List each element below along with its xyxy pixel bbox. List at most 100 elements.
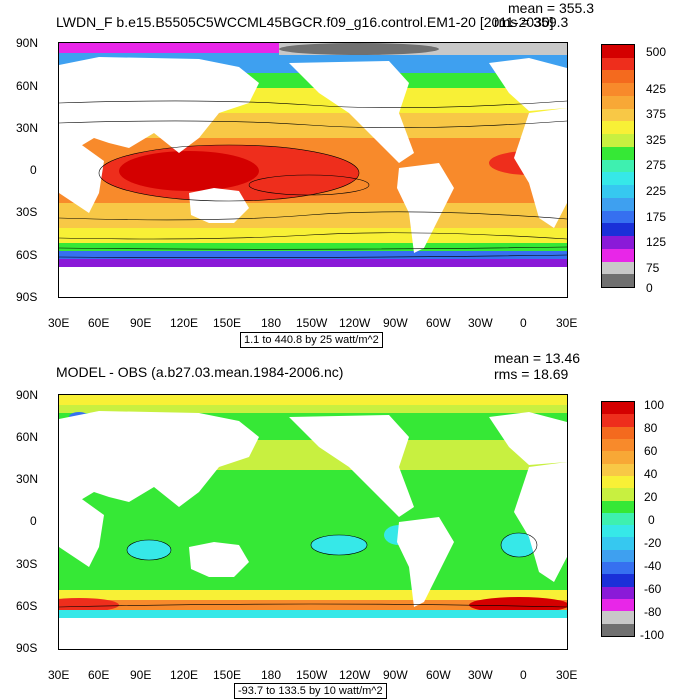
lat-label-30n-b: 30N xyxy=(16,472,39,486)
bottom-colorbar-cell xyxy=(602,537,634,551)
bottom-colorbar xyxy=(601,401,635,637)
bottom-title: MODEL - OBS (a.b27.03.mean.1984-2006.nc) xyxy=(56,364,344,380)
top-australia xyxy=(189,188,249,223)
top-colorbar-cell xyxy=(602,172,634,186)
top-cb-label-425: 425 xyxy=(646,82,667,96)
bottom-s-band-warm xyxy=(59,600,567,612)
lat-label-90n-b: 90N xyxy=(16,388,39,402)
lon-label-0-b: 0 xyxy=(520,668,527,682)
top-cb-label-325: 325 xyxy=(646,133,667,147)
top-cb-label-75: 75 xyxy=(646,261,660,275)
bottom-cool-pac xyxy=(311,535,367,555)
top-colorbar-cell xyxy=(602,134,634,148)
bottom-colorbar-cell xyxy=(602,512,634,526)
lat-label-60s: 60S xyxy=(16,248,38,262)
bottom-cb-label-0: 0 xyxy=(648,513,655,527)
lon-label-90w: 90W xyxy=(383,316,408,330)
bottom-cool-atl xyxy=(501,533,537,557)
top-colorbar-cell xyxy=(602,108,634,122)
bottom-contours xyxy=(59,532,567,608)
bottom-cb-label-40: 40 xyxy=(644,467,658,481)
bottom-arctic-band2 xyxy=(59,405,567,413)
lat-label-90s-b: 90S xyxy=(16,641,38,655)
bottom-colorbar-cell xyxy=(602,414,634,428)
bottom-cb-label-100: 100 xyxy=(644,398,665,412)
lat-label-60n: 60N xyxy=(16,79,39,93)
bottom-s-hot-east xyxy=(469,597,567,613)
top-cb-label-0: 0 xyxy=(646,281,653,295)
bottom-colorbar-cell xyxy=(602,500,634,514)
bottom-africa-west xyxy=(59,497,104,567)
bottom-colorbar-cell xyxy=(602,463,634,477)
top-colorbar-cell xyxy=(602,83,634,97)
top-colorbar-cell xyxy=(602,236,634,250)
top-colorbar-cell xyxy=(602,159,634,173)
top-colorbar-cell xyxy=(602,45,634,59)
bottom-cb-label-20: 20 xyxy=(644,490,658,504)
lon-label-120e: 120E xyxy=(170,316,199,330)
bottom-colorbar-cell xyxy=(602,611,634,625)
bottom-colorbar-cell xyxy=(602,562,634,575)
top-map xyxy=(58,42,568,298)
bottom-range-box: -93.7 to 133.5 by 10 watt/m^2 xyxy=(234,683,387,699)
top-range-box: 1.1 to 440.8 by 25 watt/m^2 xyxy=(240,332,383,348)
bottom-map xyxy=(58,394,568,650)
top-cb-label-275: 275 xyxy=(646,158,667,172)
bottom-colorbar-cell xyxy=(602,438,634,452)
lat-label-30s-b: 30S xyxy=(16,557,38,571)
lat-label-60n-b: 60N xyxy=(16,430,39,444)
lon-label-90e: 90E xyxy=(130,316,152,330)
lon-label-150w: 150W xyxy=(296,316,328,330)
bottom-mean: mean = 13.46 xyxy=(494,350,581,366)
lat-label-30s: 30S xyxy=(16,205,38,219)
bottom-panel: MODEL - OBS (a.b27.03.mean.1984-2006.nc)… xyxy=(0,350,700,700)
lon-label-150e-b: 150E xyxy=(213,668,242,682)
top-contours xyxy=(59,100,567,258)
top-south-america xyxy=(397,163,454,253)
bottom-cool-io xyxy=(127,540,171,560)
top-asia xyxy=(59,57,259,158)
lon-label-180-b: 180 xyxy=(261,668,282,682)
lon-label-60e: 60E xyxy=(88,316,110,330)
top-map-svg xyxy=(59,43,567,297)
bottom-cb-label-n60: -60 xyxy=(644,582,662,596)
lon-label-60w-b: 60W xyxy=(426,668,451,682)
top-colorbar-cell xyxy=(602,223,634,237)
lon-label-30w: 30W xyxy=(468,316,493,330)
bottom-colorbar-cell xyxy=(602,586,634,600)
lon-label-150e: 150E xyxy=(213,316,242,330)
top-colorbar-cell xyxy=(602,121,634,135)
lon-label-0: 0 xyxy=(520,316,527,330)
bottom-colorbar-cell xyxy=(602,488,634,502)
top-arctic-dark xyxy=(279,43,439,55)
top-colorbar-cell xyxy=(602,274,634,288)
top-rms: rms = 359.3 xyxy=(494,14,569,30)
bottom-cb-label-n80: -80 xyxy=(644,605,662,619)
top-colorbar-cell xyxy=(602,95,634,110)
bottom-colorbar-cell xyxy=(602,525,634,538)
bottom-cb-label-60: 60 xyxy=(644,444,658,458)
lon-label-150w-b: 150W xyxy=(296,668,328,682)
bottom-colorbar-cell xyxy=(602,451,634,465)
top-mean: mean = 355.3 xyxy=(508,0,595,16)
lon-label-120w-b: 120W xyxy=(339,668,371,682)
lon-label-30e-a: 30E xyxy=(48,316,70,330)
lon-label-120w: 120W xyxy=(339,316,371,330)
top-colorbar-cell xyxy=(602,57,634,71)
bottom-s-cool xyxy=(59,610,567,618)
bottom-cb-label-80: 80 xyxy=(644,421,658,435)
bottom-north-america xyxy=(289,415,414,517)
top-africa-west xyxy=(59,143,104,213)
bottom-europe xyxy=(489,412,567,465)
bottom-cb-label-n100: -100 xyxy=(640,628,665,642)
lon-label-30w-b: 30W xyxy=(468,668,493,682)
lat-label-eq-b: 0 xyxy=(30,514,37,528)
lon-label-180: 180 xyxy=(261,316,282,330)
top-colorbar-cell xyxy=(602,261,634,275)
bottom-colorbar-cell xyxy=(602,574,634,588)
top-title: LWDN_F b.e15.B5505C5WCCML45BGCR.f09_g16.… xyxy=(56,14,554,30)
top-north-america xyxy=(289,61,414,163)
top-cb-label-175: 175 xyxy=(646,210,667,224)
bottom-south-america xyxy=(397,517,454,607)
bottom-colorbar-cell xyxy=(602,402,634,415)
